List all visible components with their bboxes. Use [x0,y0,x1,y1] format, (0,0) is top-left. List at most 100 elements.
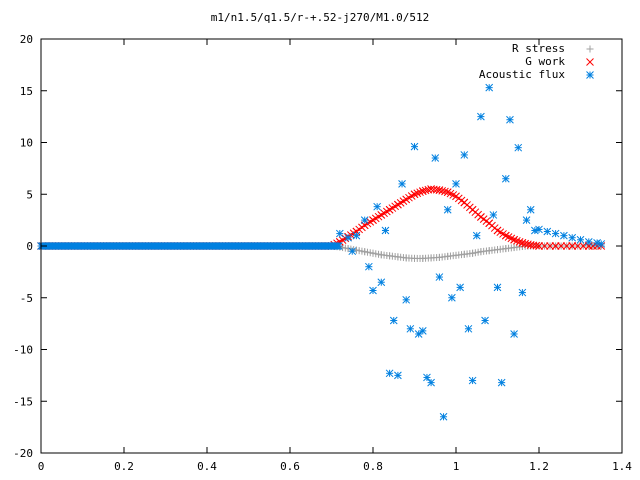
point-g-work [532,241,541,250]
legend-label-g-work: G work [525,55,565,68]
point-g-work [573,242,582,250]
y-tick-label: 15 [20,85,33,98]
point-acoustic-flux [373,202,382,211]
point-g-work [413,189,422,198]
point-acoustic-flux [506,115,514,124]
y-tick-label: 20 [20,33,33,46]
point-g-work [557,242,565,250]
x-tick-label: 0.4 [197,460,217,473]
point-acoustic-flux [418,327,427,335]
point-acoustic-flux [489,211,498,219]
x-tick-label: 1 [453,460,460,473]
point-acoustic-flux [543,227,552,236]
point-g-work [416,188,424,197]
point-acoustic-flux [468,376,477,385]
y-tick-label: 10 [20,137,33,150]
point-acoustic-flux [410,142,419,151]
point-acoustic-flux [439,412,448,421]
point-acoustic-flux [369,286,377,295]
legend-label-acoustic-flux: Acoustic flux [479,68,565,81]
point-g-work [510,235,518,244]
point-acoustic-flux [501,174,510,183]
point-acoustic-flux [584,238,593,246]
point-acoustic-flux [334,242,343,250]
point-acoustic-flux [576,235,585,244]
point-acoustic-flux [518,288,527,297]
point-acoustic-flux [385,369,394,378]
point-acoustic-flux [360,216,369,224]
point-acoustic-flux [560,231,568,240]
point-acoustic-flux [402,295,411,304]
x-tick-label: 0.2 [114,460,134,473]
point-acoustic-flux [389,316,398,325]
point-acoustic-flux [352,231,361,240]
point-acoustic-flux [493,283,502,292]
point-g-work [579,242,588,250]
point-acoustic-flux [485,83,494,92]
y-tick-label: -10 [13,344,33,357]
point-acoustic-flux [431,154,440,162]
point-acoustic-flux [335,229,344,238]
point-g-work [441,187,449,196]
point-acoustic-flux [510,330,518,338]
x-tick-label: 1.4 [612,460,632,473]
point-g-work [513,236,521,245]
point-acoustic-flux [456,283,465,292]
point-acoustic-flux [381,226,390,235]
point-acoustic-flux [568,233,577,242]
legend-label-r-stress: R stress [512,42,565,55]
point-g-work [535,242,543,250]
point-acoustic-flux [452,180,460,188]
point-acoustic-flux [443,205,452,214]
legend-marker-g-work [586,58,594,66]
axis-ticks: 0 0.2 0.4 0.6 0.8 1 1.2 1.4 -20 -15 -10 -5 0 5 10 15 20 [13,33,632,473]
point-g-work [551,242,560,250]
point-acoustic-flux [464,324,473,333]
x-tick-label: 1.2 [529,460,549,473]
point-acoustic-flux [535,225,543,234]
y-tick-label: -5 [20,292,33,305]
point-acoustic-flux [497,378,506,387]
series-g-work [37,185,606,250]
point-acoustic-flux [460,151,469,159]
legend-entry-g-work: G work [525,55,565,68]
legend-marker-r-stress [586,45,594,53]
point-acoustic-flux [477,112,485,121]
point-g-work [546,242,554,250]
point-acoustic-flux [364,262,373,271]
legend: R stress G work Acoustic flux [479,42,594,81]
x-tick-label: 0.6 [280,460,300,473]
point-acoustic-flux [472,231,481,240]
point-acoustic-flux [348,247,357,256]
legend-entry-r-stress: R stress [512,42,565,55]
point-acoustic-flux [377,278,386,287]
y-tick-label: -15 [13,395,33,408]
legend-marks [586,45,594,79]
chart-title: m1/n1.5/q1.5/r-+.52-j270/M1.0/512 [211,11,430,24]
data-marks [37,83,606,421]
point-acoustic-flux [398,180,406,188]
point-acoustic-flux [447,293,456,302]
point-acoustic-flux [514,143,523,152]
point-g-work [515,238,524,246]
point-acoustic-flux [394,371,402,380]
point-acoustic-flux [435,273,444,281]
point-acoustic-flux [406,324,415,333]
x-tick-label: 0.8 [363,460,383,473]
point-acoustic-flux [481,316,489,325]
point-g-work [568,242,577,250]
y-tick-label: 0 [26,240,33,253]
point-g-work [410,190,419,199]
point-g-work [562,242,571,250]
point-acoustic-flux [522,216,531,224]
point-acoustic-flux [423,373,431,382]
y-tick-label: -20 [13,447,33,460]
y-tick-label: 5 [26,188,33,201]
point-acoustic-flux [427,378,435,387]
legend-marker-acoustic-flux [586,71,594,79]
legend-entry-acoustic-flux: Acoustic flux [479,68,565,81]
point-acoustic-flux [551,229,560,238]
point-acoustic-flux [414,330,423,338]
point-acoustic-flux [526,205,535,214]
